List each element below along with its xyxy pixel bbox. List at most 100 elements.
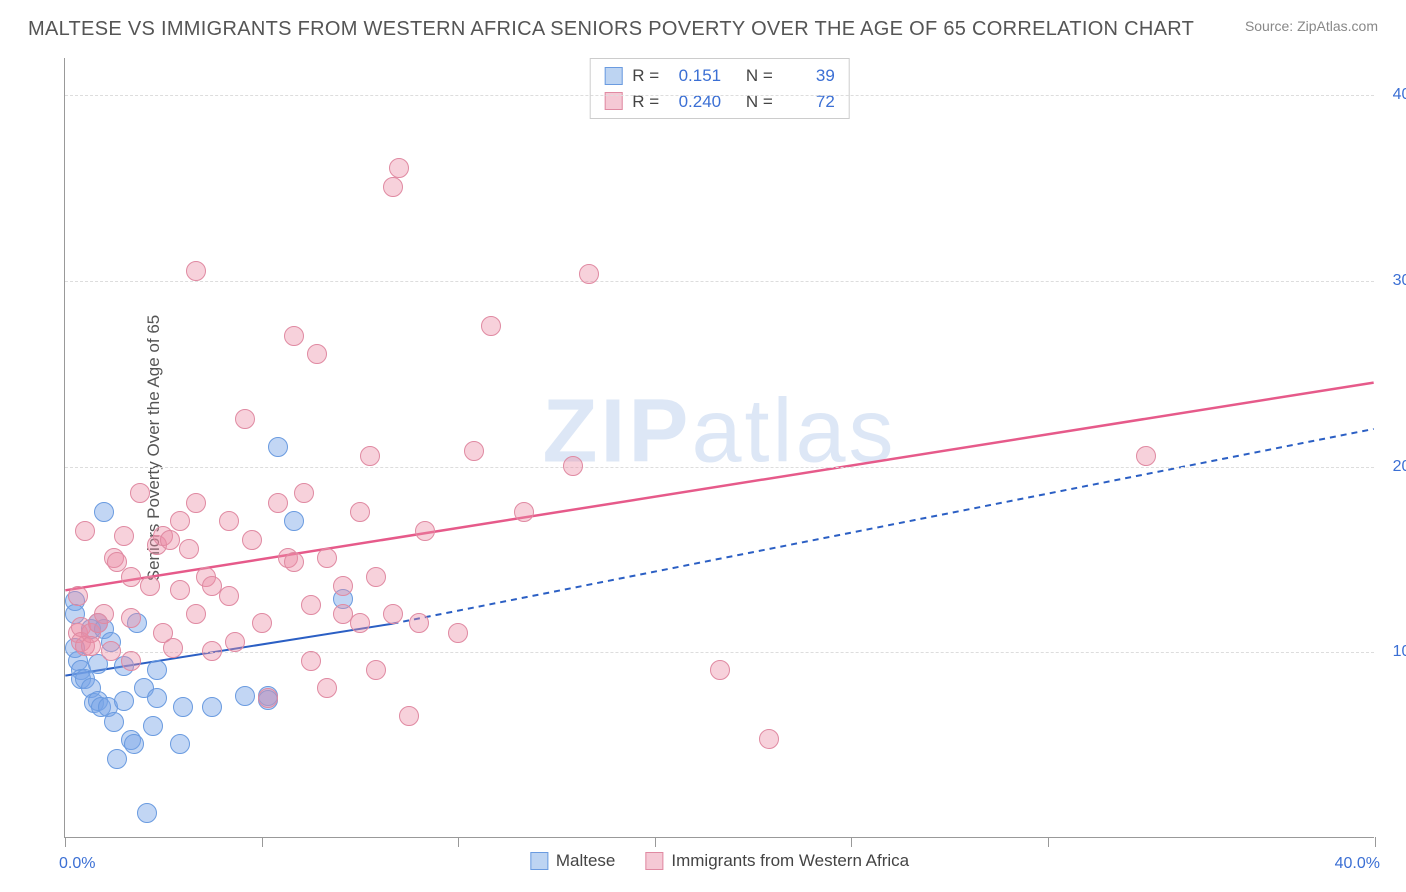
n-label: N =	[746, 89, 773, 115]
legend-label-2: Immigrants from Western Africa	[671, 851, 909, 871]
data-point	[147, 660, 167, 680]
y-tick-label: 10.0%	[1380, 643, 1406, 661]
x-tick	[655, 837, 656, 847]
r-label: R =	[632, 63, 659, 89]
plot-area: Seniors Poverty Over the Age of 65 ZIPat…	[64, 58, 1374, 838]
data-point	[121, 608, 141, 628]
data-point	[186, 493, 206, 513]
r-label: R =	[632, 89, 659, 115]
data-point	[759, 729, 779, 749]
data-point	[186, 604, 206, 624]
data-point	[710, 660, 730, 680]
data-point	[399, 706, 419, 726]
data-point	[350, 613, 370, 633]
data-point	[68, 586, 88, 606]
data-point	[140, 576, 160, 596]
data-point	[366, 567, 386, 587]
data-point	[301, 651, 321, 671]
data-point	[121, 651, 141, 671]
data-point	[258, 688, 278, 708]
data-point	[170, 511, 190, 531]
data-point	[284, 552, 304, 572]
data-point	[186, 261, 206, 281]
data-point	[94, 604, 114, 624]
watermark: ZIPatlas	[542, 380, 896, 483]
data-point	[481, 316, 501, 336]
x-tick	[262, 837, 263, 847]
data-point	[81, 636, 101, 656]
y-tick-label: 20.0%	[1380, 458, 1406, 476]
legend-swatch-2	[645, 852, 663, 870]
data-point	[114, 526, 134, 546]
x-tick	[1048, 837, 1049, 847]
data-point	[121, 567, 141, 587]
data-point	[104, 712, 124, 732]
data-point	[563, 456, 583, 476]
data-point	[333, 576, 353, 596]
data-point	[114, 691, 134, 711]
data-point	[179, 539, 199, 559]
data-point	[284, 326, 304, 346]
gridline	[65, 467, 1374, 468]
data-point	[301, 595, 321, 615]
swatch-series-1	[604, 67, 622, 85]
x-tick	[851, 837, 852, 847]
data-point	[383, 177, 403, 197]
data-point	[579, 264, 599, 284]
data-point	[219, 511, 239, 531]
data-point	[137, 803, 157, 823]
data-point	[464, 441, 484, 461]
x-tick-label-max: 40.0%	[1335, 855, 1380, 873]
legend-item-1: Maltese	[530, 851, 616, 871]
data-point	[101, 641, 121, 661]
data-point	[143, 716, 163, 736]
data-point	[317, 678, 337, 698]
data-point	[1136, 446, 1156, 466]
data-point	[235, 409, 255, 429]
chart-title: MALTESE VS IMMIGRANTS FROM WESTERN AFRIC…	[28, 18, 1194, 41]
legend-label-1: Maltese	[556, 851, 616, 871]
trend-lines	[65, 58, 1374, 837]
x-tick	[1375, 837, 1376, 847]
data-point	[350, 502, 370, 522]
data-point	[252, 613, 272, 633]
gridline	[65, 281, 1374, 282]
y-tick-label: 40.0%	[1380, 86, 1406, 104]
n-value-1: 39	[783, 63, 835, 89]
x-tick	[458, 837, 459, 847]
data-point	[124, 734, 144, 754]
data-point	[202, 641, 222, 661]
legend-swatch-1	[530, 852, 548, 870]
data-point	[409, 613, 429, 633]
data-point	[448, 623, 468, 643]
data-point	[160, 530, 180, 550]
data-point	[307, 344, 327, 364]
data-point	[163, 638, 183, 658]
data-point	[514, 502, 534, 522]
data-point	[383, 604, 403, 624]
data-point	[268, 437, 288, 457]
data-point	[147, 688, 167, 708]
data-point	[75, 521, 95, 541]
data-point	[317, 548, 337, 568]
data-point	[173, 697, 193, 717]
legend-item-2: Immigrants from Western Africa	[645, 851, 909, 871]
data-point	[107, 749, 127, 769]
data-point	[130, 483, 150, 503]
stats-legend-box: R = 0.151 N = 39 R = 0.240 N = 72	[589, 58, 850, 119]
data-point	[225, 632, 245, 652]
data-point	[294, 483, 314, 503]
data-point	[219, 586, 239, 606]
gridline	[65, 95, 1374, 96]
x-tick	[65, 837, 66, 847]
gridline	[65, 652, 1374, 653]
stats-row-1: R = 0.151 N = 39	[604, 63, 835, 89]
source-label: Source: ZipAtlas.com	[1245, 18, 1378, 41]
data-point	[389, 158, 409, 178]
data-point	[366, 660, 386, 680]
x-tick-label-min: 0.0%	[59, 855, 95, 873]
bottom-legend: Maltese Immigrants from Western Africa	[530, 851, 909, 871]
data-point	[415, 521, 435, 541]
y-tick-label: 30.0%	[1380, 272, 1406, 290]
r-value-1: 0.151	[669, 63, 721, 89]
